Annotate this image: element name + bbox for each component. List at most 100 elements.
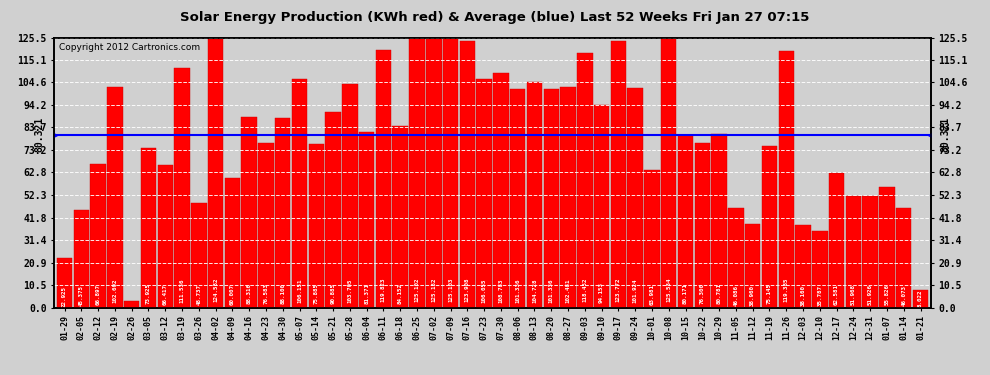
Text: 106.055: 106.055 xyxy=(481,278,487,303)
Bar xyxy=(275,118,290,308)
Text: 60.007: 60.007 xyxy=(230,284,235,305)
Text: 35.787: 35.787 xyxy=(818,285,823,306)
Text: 103.705: 103.705 xyxy=(347,279,352,303)
Bar xyxy=(560,87,576,308)
Bar xyxy=(795,225,811,308)
Text: 51.926: 51.926 xyxy=(867,284,872,305)
Bar xyxy=(712,134,727,308)
Bar xyxy=(744,224,760,308)
Text: 125.152: 125.152 xyxy=(432,278,437,302)
Bar xyxy=(896,209,912,308)
Text: 119.823: 119.823 xyxy=(381,278,386,302)
Text: 102.481: 102.481 xyxy=(565,279,570,303)
Text: 55.826: 55.826 xyxy=(884,284,889,305)
Text: 51.968: 51.968 xyxy=(850,284,856,305)
Bar xyxy=(459,41,475,308)
Bar xyxy=(695,143,710,308)
Bar xyxy=(761,146,777,308)
Text: 101.924: 101.924 xyxy=(633,279,638,303)
Text: 123.908: 123.908 xyxy=(465,278,470,302)
Bar xyxy=(225,178,241,308)
Text: 80.171: 80.171 xyxy=(683,283,688,304)
Bar xyxy=(577,53,593,308)
Bar xyxy=(426,38,442,308)
Text: 75.145: 75.145 xyxy=(767,283,772,304)
Text: 104.728: 104.728 xyxy=(532,279,537,303)
Text: 102.692: 102.692 xyxy=(113,279,118,303)
Bar xyxy=(879,188,895,308)
Bar xyxy=(375,50,391,308)
Bar xyxy=(326,112,341,308)
Bar xyxy=(493,74,509,308)
Bar xyxy=(628,88,643,308)
Text: 38.160: 38.160 xyxy=(801,285,806,306)
Text: 80.321: 80.321 xyxy=(940,117,950,152)
Bar xyxy=(544,90,559,308)
Text: 73.925: 73.925 xyxy=(146,284,150,304)
Text: 22.925: 22.925 xyxy=(62,285,67,306)
Text: 46.073: 46.073 xyxy=(901,285,906,306)
Text: 118.452: 118.452 xyxy=(582,278,587,302)
Bar xyxy=(309,144,324,308)
Text: 125.534: 125.534 xyxy=(666,278,671,302)
Bar xyxy=(174,68,190,308)
Text: 106.151: 106.151 xyxy=(297,278,302,303)
Bar xyxy=(343,84,357,308)
Bar xyxy=(678,135,693,308)
Bar xyxy=(191,202,207,308)
Text: Solar Energy Production (KWh red) & Average (blue) Last 52 Weeks Fri Jan 27 07:1: Solar Energy Production (KWh red) & Aver… xyxy=(180,11,810,24)
Bar xyxy=(258,143,273,308)
Bar xyxy=(778,51,794,308)
Bar xyxy=(443,38,458,308)
Text: 80.781: 80.781 xyxy=(717,283,722,304)
Text: 84.152: 84.152 xyxy=(398,283,403,304)
Text: 46.086: 46.086 xyxy=(734,285,739,306)
Bar xyxy=(644,170,659,308)
Text: 45.375: 45.375 xyxy=(79,285,84,306)
Bar xyxy=(292,79,307,308)
Bar xyxy=(359,132,374,308)
Text: 101.336: 101.336 xyxy=(548,279,553,303)
Bar xyxy=(141,148,156,308)
Text: 108.783: 108.783 xyxy=(498,278,504,303)
Bar xyxy=(242,117,256,308)
Bar xyxy=(594,105,609,308)
Text: 38.960: 38.960 xyxy=(750,285,755,306)
Text: 119.385: 119.385 xyxy=(784,278,789,302)
Text: 76.583: 76.583 xyxy=(263,283,268,304)
Text: 63.981: 63.981 xyxy=(649,284,654,305)
Text: 125.103: 125.103 xyxy=(448,278,453,302)
Text: 62.581: 62.581 xyxy=(835,284,840,305)
Text: 125.102: 125.102 xyxy=(415,278,420,302)
Text: 81.371: 81.371 xyxy=(364,283,369,304)
Bar xyxy=(661,38,676,308)
Text: 94.153: 94.153 xyxy=(599,282,604,303)
Bar xyxy=(476,80,492,308)
Text: 123.772: 123.772 xyxy=(616,278,621,302)
Text: 101.336: 101.336 xyxy=(515,279,520,303)
Bar xyxy=(527,82,543,308)
Text: 75.885: 75.885 xyxy=(314,283,319,304)
Text: 76.300: 76.300 xyxy=(700,283,705,304)
Text: 66.417: 66.417 xyxy=(162,284,167,304)
Bar xyxy=(409,38,425,308)
Text: 111.536: 111.536 xyxy=(179,278,184,303)
Bar xyxy=(913,290,929,308)
Bar xyxy=(510,90,526,308)
Bar xyxy=(729,209,743,308)
Bar xyxy=(812,231,828,308)
Text: 80.321: 80.321 xyxy=(35,117,45,152)
Bar xyxy=(124,301,140,307)
Bar xyxy=(845,196,861,308)
Text: 88.316: 88.316 xyxy=(247,283,251,304)
Bar xyxy=(208,39,224,308)
Bar xyxy=(73,210,89,308)
Bar xyxy=(157,165,173,308)
Text: 124.582: 124.582 xyxy=(213,278,218,302)
Bar xyxy=(107,87,123,308)
Text: 48.737: 48.737 xyxy=(196,284,201,305)
Text: 66.897: 66.897 xyxy=(96,284,101,304)
Bar xyxy=(90,164,106,308)
Bar xyxy=(611,41,626,308)
Bar xyxy=(392,126,408,308)
